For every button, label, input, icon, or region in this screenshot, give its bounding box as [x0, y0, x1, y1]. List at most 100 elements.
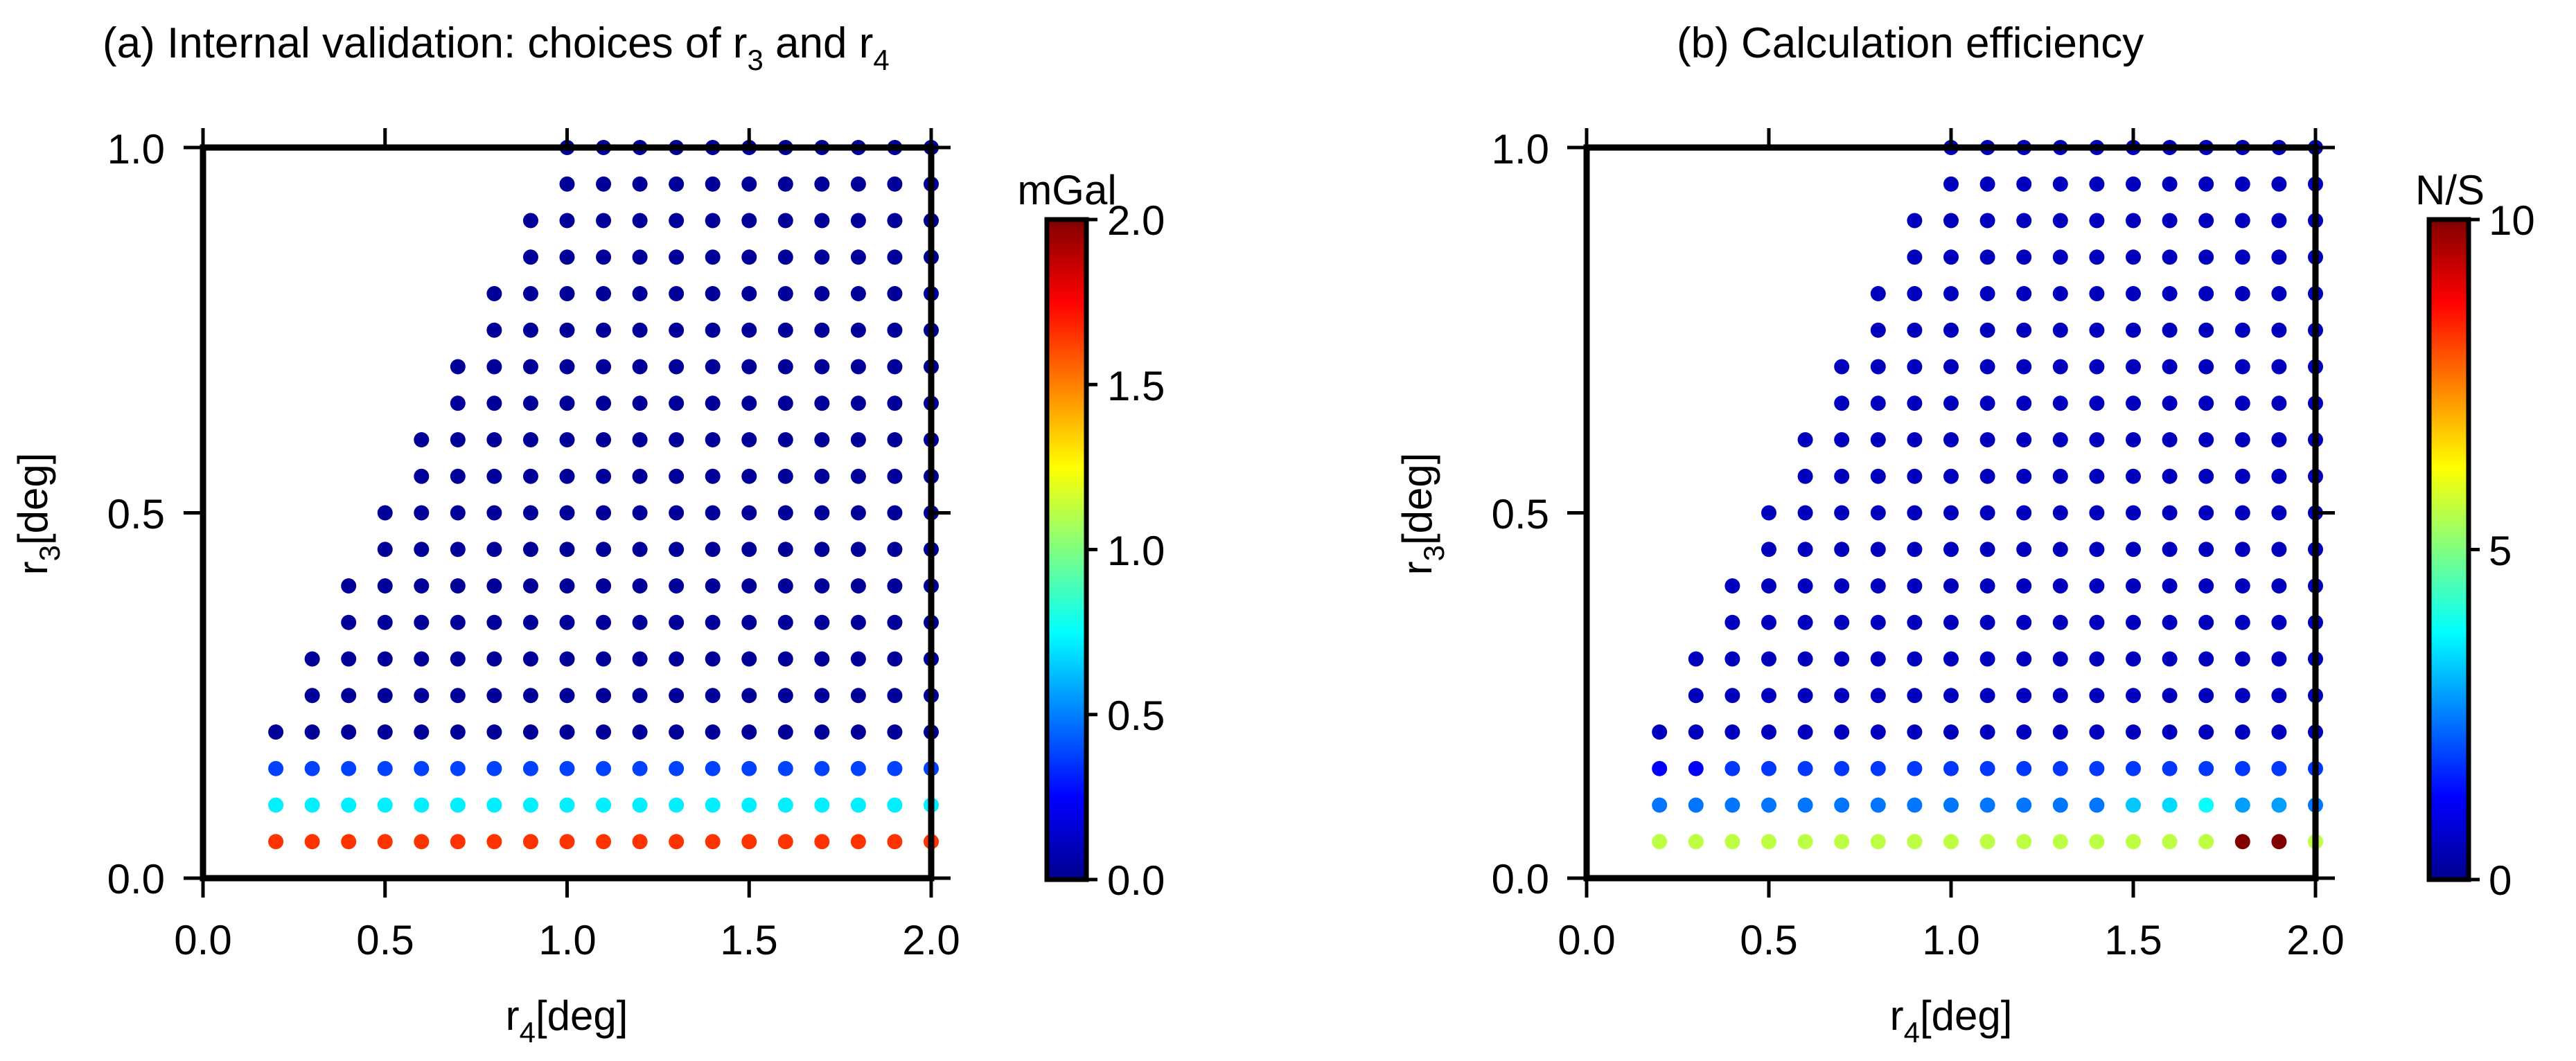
- data-point: [377, 760, 393, 776]
- data-point: [486, 651, 502, 667]
- data-point: [632, 724, 648, 740]
- data-point: [377, 724, 393, 740]
- data-point: [814, 359, 830, 375]
- data-point: [2162, 213, 2178, 229]
- data-point: [2052, 468, 2068, 484]
- data-point: [486, 614, 502, 630]
- data-point: [1943, 578, 1959, 594]
- data-point: [887, 249, 903, 265]
- data-point: [1797, 651, 1813, 667]
- data-point: [2052, 395, 2068, 411]
- data-point: [777, 249, 793, 265]
- data-point: [414, 724, 430, 740]
- data-point: [814, 614, 830, 630]
- data-point: [632, 505, 648, 521]
- data-point: [1979, 614, 1995, 630]
- data-point: [2089, 724, 2105, 740]
- data-point: [522, 286, 538, 301]
- data-point: [414, 468, 430, 484]
- data-point: [814, 176, 830, 192]
- data-point: [1907, 760, 1923, 776]
- data-point: [1688, 797, 1704, 813]
- data-point: [2089, 395, 2105, 411]
- data-point: [2271, 688, 2287, 704]
- data-point: [2126, 468, 2141, 484]
- data-point: [2126, 176, 2141, 192]
- data-point: [268, 834, 284, 850]
- data-point: [559, 578, 575, 594]
- data-point: [741, 614, 757, 630]
- data-point: [814, 760, 830, 776]
- data-point: [814, 542, 830, 558]
- data-point: [632, 651, 648, 667]
- data-point: [1907, 322, 1923, 338]
- data-point: [341, 797, 357, 813]
- data-point: [2162, 468, 2178, 484]
- data-point: [2052, 359, 2068, 375]
- data-point: [1797, 578, 1813, 594]
- data-point: [268, 724, 284, 740]
- data-point: [1761, 651, 1776, 667]
- data-point: [1943, 468, 1959, 484]
- data-point: [522, 614, 538, 630]
- data-point: [559, 322, 575, 338]
- data-point: [1870, 834, 1886, 850]
- data-point: [1907, 614, 1923, 630]
- panel-b-ticks: [1567, 128, 2335, 898]
- data-point: [304, 760, 320, 776]
- data-point: [377, 542, 393, 558]
- data-point: [2162, 834, 2178, 850]
- data-point: [1870, 578, 1886, 594]
- data-point: [814, 578, 830, 594]
- data-point: [486, 760, 502, 776]
- panel-b-xtick-label: 1.5: [2104, 917, 2162, 963]
- data-point: [2198, 213, 2214, 229]
- data-point: [450, 359, 466, 375]
- data-point: [1979, 359, 1995, 375]
- data-point: [850, 432, 866, 447]
- data-point: [1907, 834, 1923, 850]
- data-point: [377, 505, 393, 521]
- data-point: [1834, 797, 1850, 813]
- data-point: [1943, 359, 1959, 375]
- data-point: [2052, 614, 2068, 630]
- data-point: [2126, 834, 2141, 850]
- data-point: [1870, 688, 1886, 704]
- data-point: [1979, 322, 1995, 338]
- data-point: [559, 614, 575, 630]
- data-point: [850, 213, 866, 229]
- data-point: [2198, 797, 2214, 813]
- data-point: [486, 432, 502, 447]
- data-point: [2162, 614, 2178, 630]
- data-point: [850, 176, 866, 192]
- data-point: [2162, 359, 2178, 375]
- data-point: [2052, 688, 2068, 704]
- data-point: [486, 724, 502, 740]
- data-point: [304, 724, 320, 740]
- data-point: [268, 760, 284, 776]
- data-point: [2016, 505, 2032, 521]
- data-point: [559, 724, 575, 740]
- data-point: [414, 578, 430, 594]
- data-point: [850, 614, 866, 630]
- data-point: [632, 249, 648, 265]
- data-point: [777, 760, 793, 776]
- data-point: [2016, 651, 2032, 667]
- data-point: [814, 249, 830, 265]
- panel-a: (a) Internal validation: choices of r3 a…: [10, 19, 1165, 1049]
- data-point: [414, 614, 430, 630]
- data-point: [705, 213, 721, 229]
- data-point: [2016, 834, 2032, 850]
- data-point: [2234, 760, 2250, 776]
- data-point: [486, 286, 502, 301]
- data-point: [632, 614, 648, 630]
- data-point: [2016, 395, 2032, 411]
- data-point: [450, 760, 466, 776]
- data-point: [522, 797, 538, 813]
- data-point: [1761, 834, 1776, 850]
- data-point: [814, 834, 830, 850]
- data-point: [887, 322, 903, 338]
- data-point: [2162, 249, 2178, 265]
- panel-a-ticks: [184, 128, 951, 898]
- data-point: [1724, 688, 1740, 704]
